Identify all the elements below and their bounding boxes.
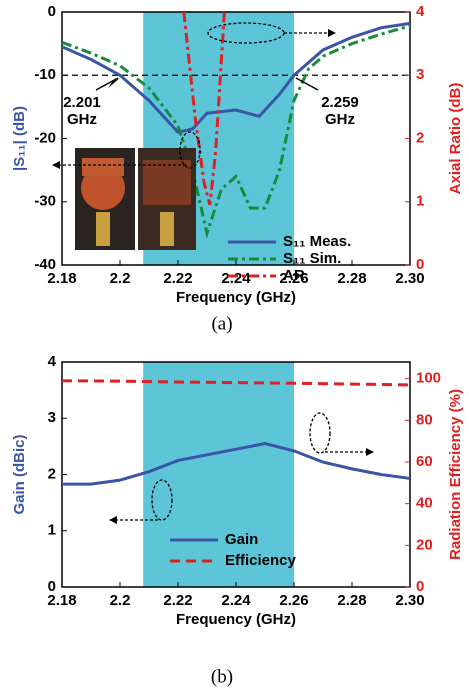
annotation: GHz xyxy=(67,111,97,128)
annotation: GHz xyxy=(325,111,355,128)
legend-label: S₁₁ Sim. xyxy=(283,250,341,267)
y-tick-label: 4 xyxy=(48,353,57,370)
x-axis-label: Frequency (GHz) xyxy=(176,289,296,306)
x-tick-label: 2.24 xyxy=(221,270,251,287)
y2-tick-label: 40 xyxy=(416,495,433,512)
y-tick-label: -40 xyxy=(34,256,56,273)
annotation: 2.259 xyxy=(321,94,359,111)
y2-tick-label: 2 xyxy=(416,129,424,146)
y2-tick-label: 80 xyxy=(416,411,433,428)
ellipse xyxy=(310,413,330,453)
y2-tick-label: 0 xyxy=(416,256,424,273)
inset-photos xyxy=(75,148,196,250)
y2-tick-label: 4 xyxy=(416,3,425,20)
x-tick-label: 2.22 xyxy=(163,592,192,609)
photo-feed xyxy=(82,158,124,176)
annotation: 2.201 xyxy=(63,94,101,111)
y-axis-label: |S₁₁| (dB) xyxy=(11,106,28,171)
y-tick-label: 0 xyxy=(48,578,56,595)
y2-tick-label: 1 xyxy=(416,193,424,210)
legend-label: Gain xyxy=(225,531,258,548)
caption: (a) xyxy=(211,313,232,334)
photo-circuit xyxy=(143,160,191,205)
y2-tick-label: 60 xyxy=(416,453,433,470)
y-tick-label: 2 xyxy=(48,465,56,482)
y2-axis-label: Axial Ratio (dB) xyxy=(447,83,464,195)
arrowhead xyxy=(52,161,60,169)
y2-axis-label: Radiation Efficiency (%) xyxy=(447,389,464,560)
y-tick-label: -20 xyxy=(34,129,56,146)
legend-label: AR xyxy=(283,267,305,284)
arrow xyxy=(96,78,118,90)
photo-connector xyxy=(160,212,174,246)
x-axis-label: Frequency (GHz) xyxy=(176,611,296,628)
y-tick-label: 0 xyxy=(48,3,56,20)
page: 2.182.22.222.242.262.282.30-40-30-20-100… xyxy=(0,0,469,698)
x-tick-label: 2.22 xyxy=(163,270,192,287)
y2-tick-label: 100 xyxy=(416,370,441,387)
y2-tick-label: 20 xyxy=(416,536,433,553)
x-tick-label: 2.26 xyxy=(279,592,308,609)
y-tick-label: 1 xyxy=(48,522,56,539)
photo-connector xyxy=(96,212,110,246)
x-tick-label: 2.2 xyxy=(110,270,131,287)
arrowhead xyxy=(109,516,117,524)
y2-tick-label: 0 xyxy=(416,578,424,595)
y-tick-label: -10 xyxy=(34,66,56,83)
legend-label: Efficiency xyxy=(225,552,297,569)
figure: 2.182.22.222.242.262.282.30-40-30-20-100… xyxy=(0,0,469,698)
y-tick-label: -30 xyxy=(34,193,56,210)
arrowhead xyxy=(366,448,374,456)
arrowhead xyxy=(328,29,336,37)
x-tick-label: 2.2 xyxy=(110,592,131,609)
caption: (b) xyxy=(211,666,233,687)
x-tick-label: 2.28 xyxy=(337,592,366,609)
y2-tick-label: 3 xyxy=(416,66,424,83)
legend-label: S₁₁ Meas. xyxy=(283,233,351,250)
x-tick-label: 2.24 xyxy=(221,592,251,609)
x-tick-label: 2.28 xyxy=(337,270,366,287)
y-tick-label: 3 xyxy=(48,409,56,426)
y-axis-label: Gain (dBic) xyxy=(11,434,28,514)
